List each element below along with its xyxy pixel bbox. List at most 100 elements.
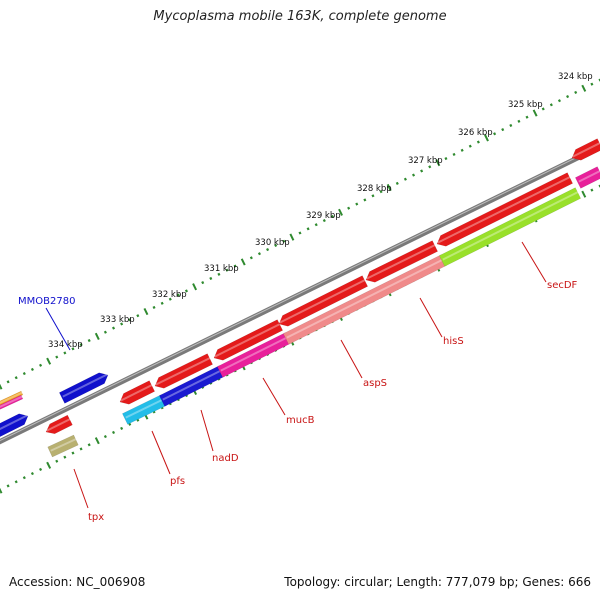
outer-tick: [314, 223, 318, 227]
inner-tick: [63, 455, 67, 459]
kbp-label: 334 kbp: [48, 340, 83, 350]
outer-tick: [46, 357, 52, 365]
outer-tick: [330, 214, 334, 219]
gene-arrow-pink-shine: [0, 395, 23, 408]
outer-tick: [6, 380, 10, 384]
kbp-labels: 324 kbp 325 kbp 326 kbp 327 kbp 328 kbp 329 k…: [48, 72, 593, 350]
gene-bar-pink-shine: [578, 169, 600, 183]
inner-tick: [79, 447, 83, 451]
outer-tick: [549, 103, 553, 107]
outer-tick: [240, 258, 246, 266]
outer-tick: [289, 233, 295, 241]
outer-tick: [168, 297, 172, 301]
kbp-label: 325 kbp: [508, 100, 543, 110]
outer-tick: [581, 84, 587, 92]
outer-tick: [468, 144, 472, 148]
outer-tick: [322, 219, 326, 223]
outer-tick: [274, 243, 278, 247]
outer-tick: [517, 119, 521, 123]
gene-tpx-bar: [47, 434, 79, 458]
outer-tick: [128, 318, 132, 322]
kbp-label: 331 kbp: [204, 264, 239, 274]
inner-tick: [71, 451, 75, 455]
outer-tick: [379, 190, 383, 194]
outer-tick: [484, 134, 489, 142]
outer-tick: [566, 94, 570, 99]
outer-tick: [30, 367, 34, 372]
inner-tick: [39, 467, 43, 472]
gene-pointer-tpx: [73, 468, 89, 509]
inner-tick: [14, 480, 18, 484]
inner-tick: [111, 430, 116, 435]
outer-tick: [14, 376, 18, 380]
gene-pointer-secDF: [521, 241, 547, 283]
gene-pointer-pfs: [151, 430, 171, 475]
genome-backbone-highlight: [0, 145, 600, 442]
gene-label-tpx: tpx: [88, 512, 104, 523]
outer-tick: [428, 165, 432, 169]
outer-tick: [411, 173, 416, 177]
gene-mucB-bar-shine: [220, 335, 290, 372]
genome-summary-text: Topology: circular; Length: 777,079 bp; …: [284, 575, 591, 589]
gene-arrow-red: [436, 172, 574, 247]
gene-label-secDF: secDF: [547, 280, 578, 291]
outer-tick: [176, 293, 180, 297]
outer-tick: [574, 90, 578, 94]
outer-tick: [347, 206, 351, 210]
outer-tick: [87, 338, 91, 343]
outer-tick: [306, 227, 310, 231]
gene-label-mucB: mucB: [286, 415, 315, 426]
gene-pointer-aspS: [340, 339, 363, 379]
outer-tick: [363, 198, 367, 202]
gene-arrow-pink: [0, 394, 24, 410]
gene-label-pfs: pfs: [170, 476, 185, 487]
inner-tick: [30, 472, 34, 476]
kbp-label: 328 kbp: [357, 184, 392, 194]
inner-tick: [128, 422, 132, 426]
outer-tick: [435, 159, 441, 167]
accession-text: Accession: NC_006908: [9, 575, 146, 589]
gene-label-nadD: nadD: [212, 453, 239, 464]
inner-tick: [46, 461, 52, 469]
gene-bar-pink: [574, 166, 600, 189]
outer-tick: [298, 231, 302, 235]
gene-tpx-bar-shine: [50, 437, 78, 452]
locus-pointer-line: [45, 307, 71, 351]
inner-tick: [87, 443, 91, 447]
outer-tick: [403, 177, 407, 181]
kbp-label: 326 kbp: [458, 128, 493, 138]
gene-arrow-blue: [0, 413, 29, 437]
gene-arrow-orange-shine: [0, 391, 23, 404]
outer-tick: [39, 363, 43, 367]
outer-tick: [103, 330, 107, 334]
outer-tick: [257, 252, 261, 256]
gene-arrow-red: [213, 319, 284, 361]
gene-arrow-red: [119, 380, 156, 405]
gene-arrow-blue-shine: [0, 413, 30, 431]
outer-tick: [249, 256, 253, 260]
kbp-label: 330 kbp: [255, 238, 290, 248]
inner-tick: [0, 487, 3, 494]
outer-tick: [94, 332, 100, 340]
gene-pointer-nadD: [200, 409, 214, 452]
gene-arrow-red-shine: [214, 322, 282, 358]
outer-tick: [525, 115, 529, 119]
gene-arrow-red: [278, 275, 369, 327]
outer-tick: [557, 99, 561, 103]
outer-tick: [225, 268, 229, 272]
outer-tick: [509, 123, 513, 128]
outer-tick: [160, 301, 164, 305]
outer-tick: [201, 281, 205, 285]
outer-tick-ring: [0, 78, 600, 390]
gene-nadD-bar-shine: [162, 368, 224, 401]
outer-tick: [590, 82, 594, 86]
kbp-label: 324 kbp: [558, 72, 593, 82]
outer-tick: [71, 347, 75, 351]
outer-tick: [501, 128, 505, 132]
outer-tick: [420, 169, 424, 173]
outer-tick: [282, 239, 286, 243]
outer-tick: [493, 132, 497, 136]
gene-arrow-red-shine: [155, 356, 212, 386]
outer-tick: [22, 372, 26, 376]
inner-tick: [581, 190, 587, 198]
